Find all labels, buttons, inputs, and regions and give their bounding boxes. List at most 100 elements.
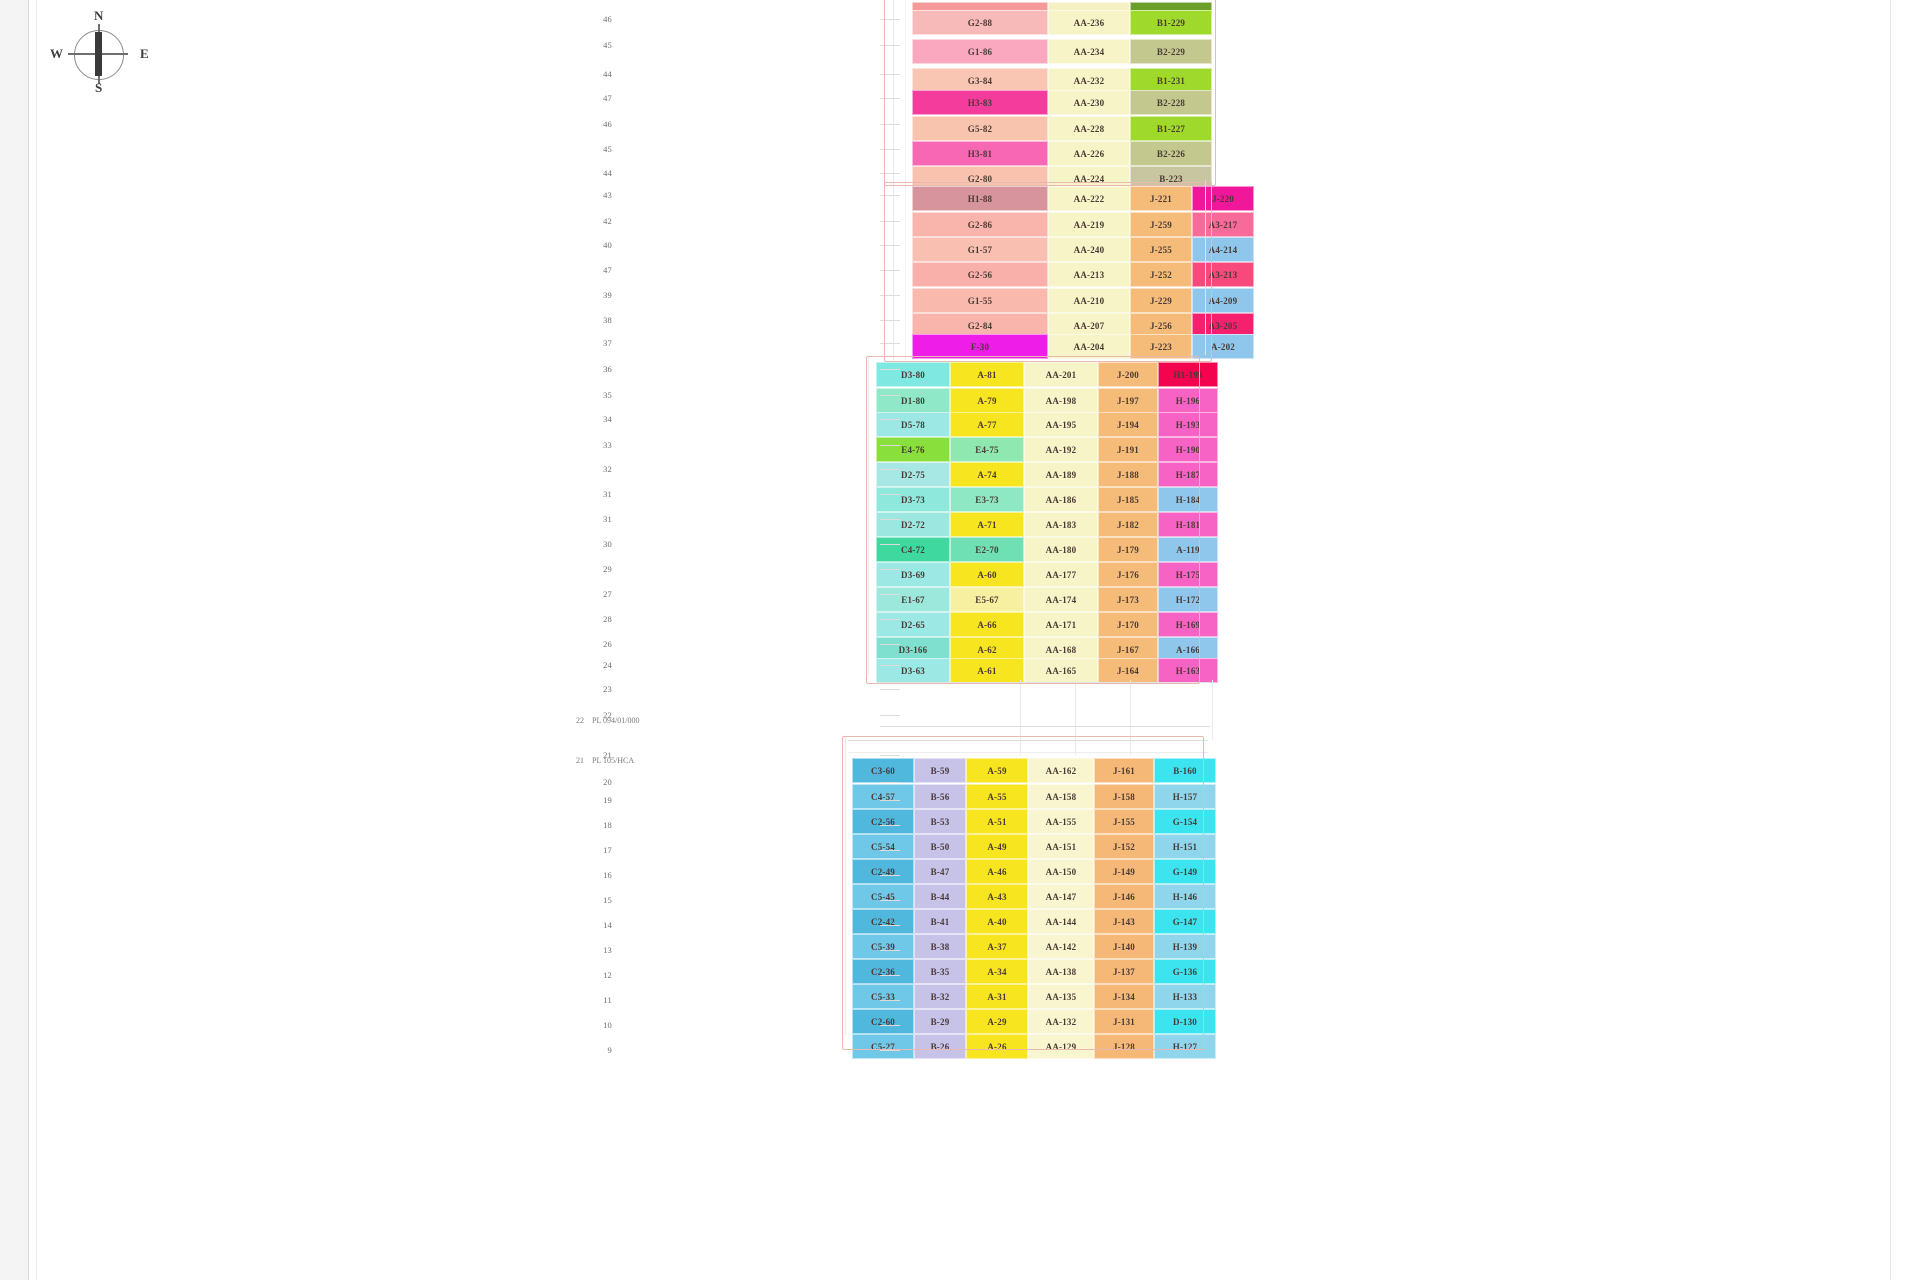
table-cell[interactable]: AA-138 [1028,959,1094,984]
table-cell[interactable]: AA-144 [1028,909,1094,934]
table-cell[interactable]: C5-39 [852,934,914,959]
table-cell[interactable]: A-59 [966,758,1028,783]
table-row[interactable]: G5-82 AA-228 B1-227 [912,116,1212,141]
table-cell[interactable]: G-149 [1154,859,1216,884]
table-row[interactable]: D3-73 E3-73 AA-186 J-185 H-184 [876,487,1218,512]
table-cell[interactable]: AA-234 [1048,39,1130,64]
table-cell[interactable]: AA-150 [1028,859,1094,884]
table-row[interactable]: H3-83 AA-230 B2-228 [912,90,1212,115]
table-cell[interactable]: G1-55 [912,288,1048,313]
table-cell[interactable]: E2-70 [950,537,1024,562]
table-cell[interactable]: H-169 [1158,612,1218,637]
table-cell[interactable]: J-176 [1098,562,1158,587]
table-cell[interactable]: D3-63 [876,658,950,683]
table-row[interactable]: C2-42 B-41 A-40 AA-144 J-143 G-147 [852,909,1216,934]
table-cell[interactable]: J-170 [1098,612,1158,637]
table-row[interactable]: E1-67 E5-67 AA-174 J-173 H-172 [876,587,1218,612]
table-cell[interactable]: AA-132 [1028,1009,1094,1034]
table-cell[interactable]: D2-72 [876,512,950,537]
table-cell[interactable]: A-66 [950,612,1024,637]
table-row[interactable]: E4-76 E4-75 AA-192 J-191 H-190 [876,437,1218,462]
table-cell[interactable]: J-149 [1094,859,1154,884]
table-cell[interactable]: A-40 [966,909,1028,934]
table-cell[interactable]: AA-226 [1048,141,1130,166]
table-cell[interactable]: H-187 [1158,462,1218,487]
table-cell[interactable]: J-128 [1094,1034,1154,1059]
table-cell[interactable]: AA-219 [1048,212,1130,237]
table-row[interactable]: D2-75 A-74 AA-189 J-188 H-187 [876,462,1218,487]
table-cell[interactable]: J-134 [1094,984,1154,1009]
table-cell[interactable]: G3-84 [912,68,1048,93]
table-cell[interactable]: A-37 [966,934,1028,959]
table-row[interactable]: C4-72 E2-70 AA-180 J-179 A-119 [876,537,1218,562]
table-cell[interactable]: B-29 [914,1009,966,1034]
table-cell[interactable]: F-30 [912,334,1048,359]
table-cell[interactable]: H-190 [1158,437,1218,462]
table-cell[interactable]: H-146 [1154,884,1216,909]
table-cell[interactable]: G1-86 [912,39,1048,64]
table-row[interactable]: G1-86 AA-234 B2-229 [912,39,1212,64]
table-cell[interactable]: AA-240 [1048,237,1130,262]
table-cell[interactable]: J-256 [1130,313,1192,338]
table-cell[interactable]: H-133 [1154,984,1216,1009]
table-cell[interactable]: B-38 [914,934,966,959]
table-row[interactable]: G3-84 AA-232 B1-231 [912,68,1212,93]
table-cell[interactable]: E5-67 [950,587,1024,612]
table-cell[interactable]: B2-228 [1130,90,1212,115]
table-cell[interactable]: AA-183 [1024,512,1098,537]
table-cell[interactable]: A-62 [950,637,1024,662]
table-cell[interactable]: J-200 [1098,362,1158,387]
table-cell[interactable]: J-137 [1094,959,1154,984]
table-cell[interactable]: B1-229 [1130,10,1212,35]
table-cell[interactable]: A-51 [966,809,1028,834]
table-cell[interactable]: C2-36 [852,959,914,984]
table-cell[interactable]: H-139 [1154,934,1216,959]
table-cell[interactable]: D3-69 [876,562,950,587]
table-cell[interactable]: H3-81 [912,141,1048,166]
table-cell[interactable]: J-259 [1130,212,1192,237]
table-cell[interactable]: B1-227 [1130,116,1212,141]
table-cell[interactable]: A-43 [966,884,1028,909]
table-cell[interactable]: G-154 [1154,809,1216,834]
table-cell[interactable]: AA-168 [1024,637,1098,662]
table-cell[interactable]: AA-129 [1028,1034,1094,1059]
table-cell[interactable]: J-152 [1094,834,1154,859]
table-cell[interactable]: A-60 [950,562,1024,587]
table-row[interactable]: C5-54 B-50 A-49 AA-151 J-152 H-151 [852,834,1216,859]
table-cell[interactable]: AA-135 [1028,984,1094,1009]
table-cell[interactable]: B2-229 [1130,39,1212,64]
table-cell[interactable]: C4-57 [852,784,914,809]
table-cell[interactable]: J-223 [1130,334,1192,359]
table-cell[interactable]: G2-56 [912,262,1048,287]
table-cell[interactable]: A-29 [966,1009,1028,1034]
table-cell[interactable]: B-47 [914,859,966,884]
table-cell[interactable]: J-155 [1094,809,1154,834]
table-cell[interactable]: AA-228 [1048,116,1130,141]
table-cell[interactable]: H-163 [1158,658,1218,683]
table-cell[interactable]: AA-147 [1028,884,1094,909]
table-cell[interactable]: AA-192 [1024,437,1098,462]
table-cell[interactable]: AA-165 [1024,658,1098,683]
table-cell[interactable]: J-167 [1098,637,1158,662]
table-cell[interactable]: J-229 [1130,288,1192,313]
table-cell[interactable]: AA-142 [1028,934,1094,959]
table-cell[interactable]: D2-65 [876,612,950,637]
table-row[interactable]: C2-56 B-53 A-51 AA-155 J-155 G-154 [852,809,1216,834]
table-cell[interactable]: B-53 [914,809,966,834]
table-row[interactable]: C5-45 B-44 A-43 AA-147 J-146 H-146 [852,884,1216,909]
table-cell[interactable]: J-197 [1098,388,1158,413]
table-cell[interactable]: A4-209 [1192,288,1254,313]
table-cell[interactable]: C2-60 [852,1009,914,1034]
table-cell[interactable]: J-252 [1130,262,1192,287]
table-cell[interactable]: J-182 [1098,512,1158,537]
table-cell[interactable]: H-175 [1158,562,1218,587]
table-cell[interactable]: A-46 [966,859,1028,884]
table-cell[interactable]: G-136 [1154,959,1216,984]
table-row[interactable]: G2-56 AA-213 J-252 A3-213 [912,262,1254,287]
table-cell[interactable]: J-188 [1098,462,1158,487]
table-row[interactable]: F-30 AA-204 J-223 A-202 [912,334,1254,359]
table-row[interactable]: H3-81 AA-226 B2-226 [912,141,1212,166]
table-row[interactable]: C5-27 B-26 A-26 AA-129 J-128 H-127 [852,1034,1216,1059]
table-cell[interactable]: H-127 [1154,1034,1216,1059]
table-cell[interactable]: J-221 [1130,186,1192,211]
